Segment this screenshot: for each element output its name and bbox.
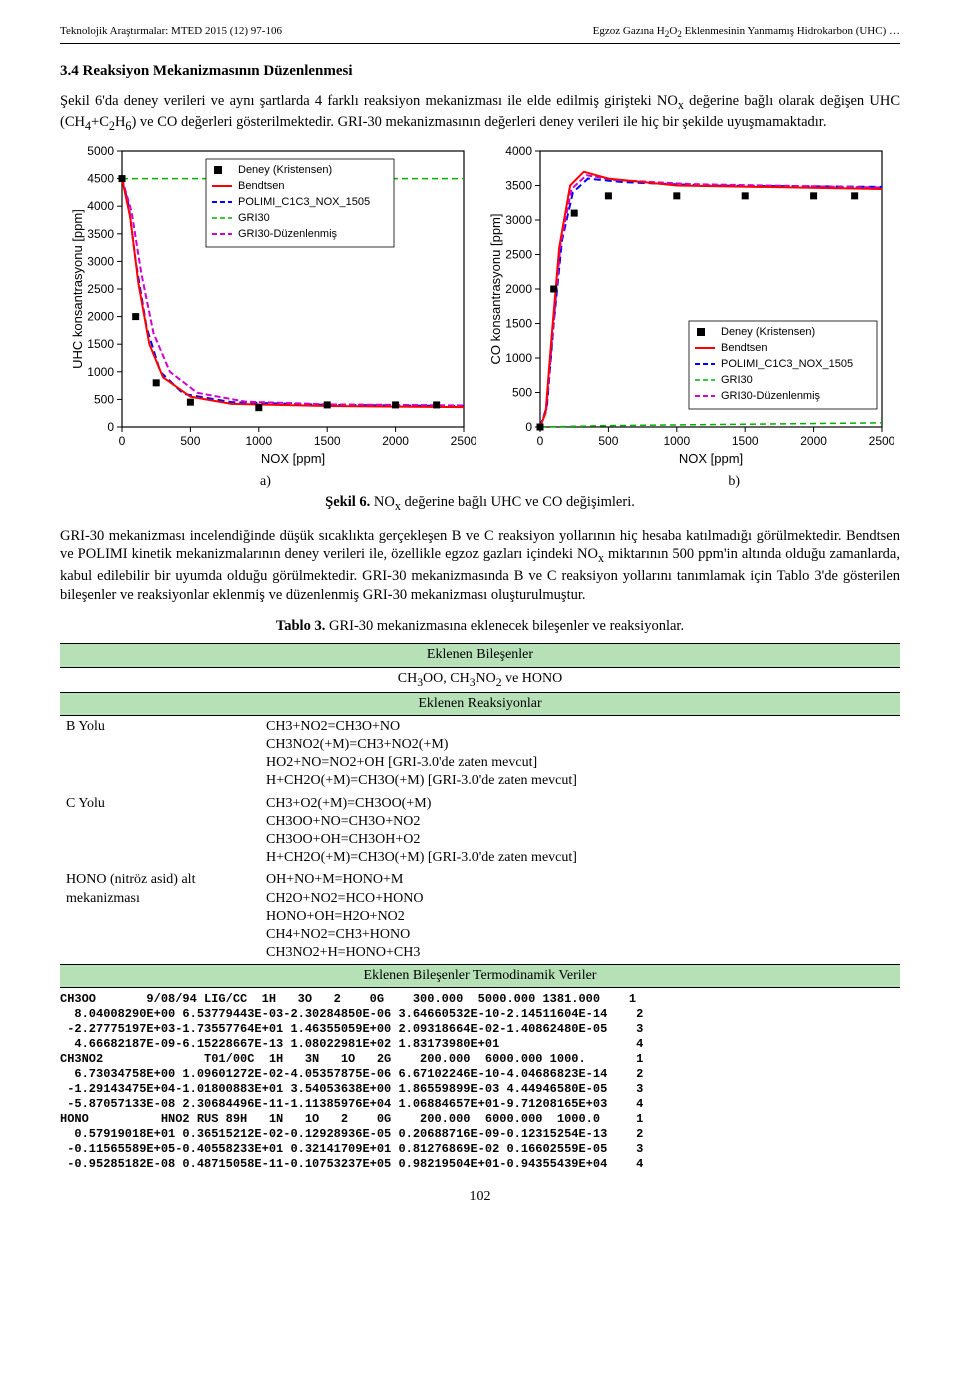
svg-text:0: 0 (119, 434, 126, 448)
svg-text:0: 0 (525, 420, 532, 434)
svg-text:1000: 1000 (663, 434, 690, 448)
svg-text:2000: 2000 (800, 434, 827, 448)
svg-text:2000: 2000 (382, 434, 409, 448)
chart-a-uhc: 0 500 1000 1500 2000 2500 0 500 1000 1500 2000 2500… (66, 141, 476, 471)
chart-b-co: 0 500 1000 1500 2000 2500 0 500 1000 1500 2000 2500… (484, 141, 894, 471)
reaction-line: OH+NO+M=HONO+M (266, 871, 894, 889)
row-c-label: C Yolu (60, 793, 260, 870)
paragraph-1: Şekil 6'da deney verileri ve aynı şartla… (60, 92, 900, 135)
svg-text:NOX [ppm]: NOX [ppm] (679, 451, 743, 466)
svg-text:2500: 2500 (451, 434, 476, 448)
svg-text:2500: 2500 (505, 247, 532, 261)
svg-text:500: 500 (512, 385, 532, 399)
svg-text:Bendtsen: Bendtsen (238, 180, 284, 192)
svg-text:GRI30-Düzenlenmiş: GRI30-Düzenlenmiş (238, 228, 338, 240)
svg-text:1000: 1000 (245, 434, 272, 448)
figure-6: 0 500 1000 1500 2000 2500 0 500 1000 1500 2000 2500… (60, 141, 900, 471)
svg-text:500: 500 (94, 392, 114, 406)
table-row: C Yolu CH3+O2(+M)=CH3OO(+M)CH3OO+NO=CH3O… (60, 793, 900, 870)
svg-text:POLIMI_C1C3_NOX_1505: POLIMI_C1C3_NOX_1505 (238, 196, 370, 208)
figure-6-caption: Şekil 6. NOx değerine bağlı UHC ve CO de… (60, 493, 900, 515)
svg-text:Deney (Kristensen): Deney (Kristensen) (721, 326, 815, 338)
reaction-line: CH3+NO2=CH3O+NO (266, 718, 894, 736)
svg-text:NOX [ppm]: NOX [ppm] (261, 451, 325, 466)
reaction-line: H+CH2O(+M)=CH3O(+M) [GRI-3.0'de zaten me… (266, 849, 894, 867)
reaction-line: CH4+NO2=CH3+HONO (266, 926, 894, 944)
fig-label-b: b) (728, 473, 740, 491)
table-row: B Yolu CH3+NO2=CH3O+NOCH3NO2(+M)=CH3+NO2… (60, 715, 900, 792)
svg-text:GRI30: GRI30 (721, 374, 753, 386)
svg-text:500: 500 (180, 434, 200, 448)
svg-text:Deney (Kristensen): Deney (Kristensen) (238, 164, 332, 176)
row-h-label: HONO (nitröz asid) alt mekanizması (60, 869, 260, 964)
header-left: Teknolojik Araştırmalar: MTED 2015 (12) … (60, 24, 282, 41)
svg-text:1000: 1000 (87, 365, 114, 379)
thermo-data-block: CH3OO 9/08/94 LIG/CC 1H 3O 2 0G 300.000 … (60, 992, 900, 1172)
row-h-lines: OH+NO+M=HONO+MCH2O+NO2=HCO+HONOHONO+OH=H… (260, 869, 900, 964)
svg-text:2500: 2500 (869, 434, 894, 448)
svg-text:0: 0 (537, 434, 544, 448)
svg-text:0: 0 (107, 420, 114, 434)
row-b-lines: CH3+NO2=CH3O+NOCH3NO2(+M)=CH3+NO2(+M)HO2… (260, 715, 900, 792)
page-number: 102 (60, 1188, 900, 1206)
svg-text:1000: 1000 (505, 351, 532, 365)
svg-text:POLIMI_C1C3_NOX_1505: POLIMI_C1C3_NOX_1505 (721, 358, 853, 370)
paragraph-2: GRI-30 mekanizması incelendiğinde düşük … (60, 527, 900, 605)
svg-text:UHC konsantrasyonu [ppm]: UHC konsantrasyonu [ppm] (70, 209, 85, 369)
page-header: Teknolojik Araştırmalar: MTED 2015 (12) … (60, 24, 900, 44)
svg-text:500: 500 (598, 434, 618, 448)
row-b-label: B Yolu (60, 715, 260, 792)
reaction-line: CH3OO+NO=CH3O+NO2 (266, 813, 894, 831)
svg-text:1500: 1500 (732, 434, 759, 448)
svg-text:2000: 2000 (505, 282, 532, 296)
reaction-line: HONO+OH=H2O+NO2 (266, 908, 894, 926)
table-3-caption: Tablo 3. GRI-30 mekanizmasına eklenecek … (60, 617, 900, 636)
svg-text:1500: 1500 (505, 316, 532, 330)
svg-text:2000: 2000 (87, 309, 114, 323)
section-title: 3.4 Reaksiyon Mekanizmasının Düzenlenmes… (60, 62, 900, 82)
svg-text:4500: 4500 (87, 171, 114, 185)
reaction-line: CH3OO+OH=CH3OH+O2 (266, 831, 894, 849)
table-3: Eklenen Bileşenler CH3OO, CH3NO2 ve HONO… (60, 643, 900, 988)
svg-text:1500: 1500 (87, 337, 114, 351)
table-hdr-reactions: Eklenen Reaksiyonlar (60, 692, 900, 715)
svg-text:3500: 3500 (87, 227, 114, 241)
reaction-line: H+CH2O(+M)=CH3O(+M) [GRI-3.0'de zaten me… (266, 772, 894, 790)
svg-text:GRI30-Düzenlenmiş: GRI30-Düzenlenmiş (721, 390, 821, 402)
row-c-lines: CH3+O2(+M)=CH3OO(+M)CH3OO+NO=CH3O+NO2CH3… (260, 793, 900, 870)
svg-text:3000: 3000 (87, 254, 114, 268)
table-hdr-thermo: Eklenen Bileşenler Termodinamik Veriler (60, 965, 900, 988)
svg-text:3500: 3500 (505, 178, 532, 192)
reaction-line: CH3NO2+H=HONO+CH3 (266, 944, 894, 962)
reaction-line: HO2+NO=NO2+OH [GRI-3.0'de zaten mevcut] (266, 754, 894, 772)
svg-text:Bendtsen: Bendtsen (721, 342, 767, 354)
svg-text:3000: 3000 (505, 213, 532, 227)
figure-sublabels: a) b) (70, 473, 890, 491)
svg-text:4000: 4000 (505, 144, 532, 158)
reaction-line: CH2O+NO2=HCO+HONO (266, 890, 894, 908)
fig-label-a: a) (260, 473, 271, 491)
header-right: Egzoz Gazına H2O2 Eklenmesinin Yanmamış … (593, 24, 900, 41)
svg-text:2500: 2500 (87, 282, 114, 296)
table-hdr-components: Eklenen Bileşenler (60, 644, 900, 667)
svg-text:CO konsantrasyonu [ppm]: CO konsantrasyonu [ppm] (488, 213, 503, 364)
reaction-line: CH3+O2(+M)=CH3OO(+M) (266, 795, 894, 813)
table-components-list: CH3OO, CH3NO2 ve HONO (60, 667, 900, 692)
svg-text:4000: 4000 (87, 199, 114, 213)
reaction-line: CH3NO2(+M)=CH3+NO2(+M) (266, 736, 894, 754)
svg-text:GRI30: GRI30 (238, 212, 270, 224)
table-row: HONO (nitröz asid) alt mekanizması OH+NO… (60, 869, 900, 964)
svg-text:1500: 1500 (314, 434, 341, 448)
svg-text:5000: 5000 (87, 144, 114, 158)
